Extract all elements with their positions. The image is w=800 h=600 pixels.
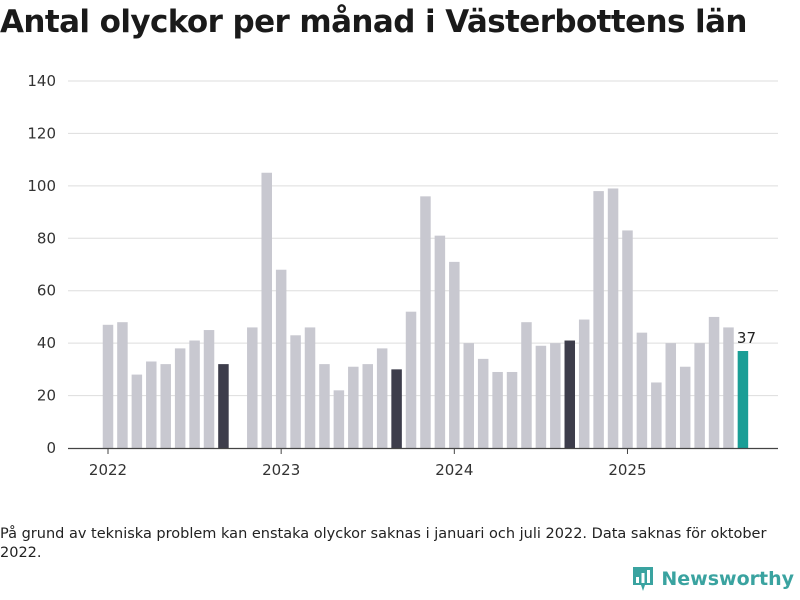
bar-2022-12 <box>261 172 272 448</box>
bar-2024-05 <box>506 371 518 448</box>
bar-2025-03 <box>651 382 662 448</box>
bar-2025-02 <box>636 332 648 448</box>
bar-2023-04 <box>319 364 330 448</box>
x-tick-label: 2022 <box>89 461 127 479</box>
bar-2025-08 <box>723 327 734 448</box>
bar-2022-03 <box>131 374 143 448</box>
bar-2023-07 <box>362 364 373 448</box>
bar-2023-02 <box>290 335 301 448</box>
y-tick-label: 120 <box>27 124 56 142</box>
y-tick-label: 80 <box>37 229 56 247</box>
bar-2022-04 <box>146 361 157 448</box>
newsworthy-logo-icon <box>633 567 654 591</box>
bar-2022-05 <box>160 364 171 448</box>
bar-2023-12 <box>434 235 446 448</box>
bar-2023-05 <box>333 390 345 448</box>
bar-2022-08 <box>203 330 215 448</box>
bar-2024-07 <box>535 345 547 448</box>
y-tick-label: 140 <box>27 72 56 90</box>
y-tick-label: 20 <box>37 387 56 405</box>
chart-title: Antal olyckor per månad i Västerbottens … <box>0 4 747 40</box>
bar-2023-11 <box>420 196 431 448</box>
bar-2023-09 <box>391 369 402 448</box>
bar-2024-06 <box>521 322 532 448</box>
x-tick-label: 2023 <box>262 461 300 479</box>
bar-2023-03 <box>304 327 316 448</box>
footnote: På grund av tekniska problem kan enstaka… <box>0 526 767 561</box>
bar-2025-09 <box>737 351 749 448</box>
bar-2024-03 <box>477 358 489 448</box>
bar-2022-11 <box>247 327 258 448</box>
bar-2025-04 <box>665 343 677 448</box>
bar-2025-01 <box>622 230 633 448</box>
bar-2025-06 <box>694 343 705 448</box>
bar-2024-11 <box>593 191 604 448</box>
bar-2022-01 <box>102 324 114 448</box>
bar-2025-05 <box>679 366 691 448</box>
bar-2022-02 <box>117 322 128 448</box>
bar-2024-01 <box>449 261 460 448</box>
bar-2024-09 <box>564 340 576 448</box>
bar-2024-12 <box>607 188 619 448</box>
bar-2022-09 <box>218 364 229 448</box>
y-tick-label: 60 <box>37 282 56 300</box>
brand-name: Newsworthy <box>661 568 794 590</box>
data-label: 37 <box>737 329 756 347</box>
brand-logo[interactable]: Newsworthy <box>631 564 794 594</box>
bar-chart: 0 20 40 60 80 100 120 140 37 2022 2023 2024 2025 <box>27 72 778 479</box>
bar-2024-10 <box>578 319 590 448</box>
bar-2024-04 <box>492 371 503 448</box>
y-tick-label: 0 <box>46 439 56 457</box>
bar-2024-02 <box>463 343 474 448</box>
bar-2022-07 <box>189 340 200 448</box>
y-tick-label: 100 <box>27 177 56 195</box>
y-tick-label: 40 <box>37 334 56 352</box>
bar-2023-10 <box>405 311 417 448</box>
bar-2025-07 <box>708 316 720 448</box>
bar-2023-06 <box>348 366 359 448</box>
x-tick-label: 2025 <box>608 461 646 479</box>
bar-2022-06 <box>174 348 186 448</box>
x-tick-label: 2024 <box>435 461 473 479</box>
bar-2023-01 <box>275 269 287 448</box>
bar-2023-08 <box>376 348 388 448</box>
bar-2024-08 <box>550 343 561 448</box>
